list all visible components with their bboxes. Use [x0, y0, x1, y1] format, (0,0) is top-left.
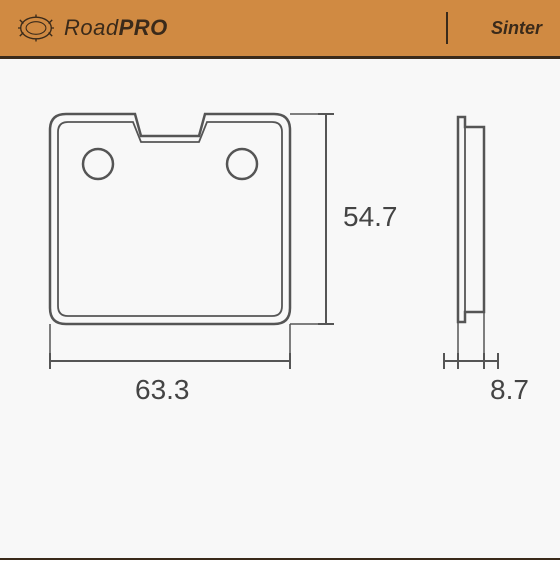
dimension-drawing: [0, 59, 560, 557]
brand-name: RoadPRO: [64, 15, 168, 41]
brand-suffix: PRO: [119, 15, 168, 40]
header-divider: [446, 12, 448, 44]
technical-drawing-area: 54.7 63.3 8.7: [0, 59, 560, 560]
header-bar: RoadPRO Sinter: [0, 0, 560, 56]
height-dimension-value: 54.7: [343, 201, 398, 233]
brand-logo-icon: [18, 14, 54, 42]
thickness-dimension-value: 8.7: [490, 374, 529, 406]
width-dimension-value: 63.3: [135, 374, 190, 406]
brand-prefix: Road: [64, 15, 119, 40]
product-type-label: Sinter: [491, 18, 542, 39]
product-diagram-card: RoadPRO Sinter 54.7 63.3 8.7: [0, 0, 560, 560]
